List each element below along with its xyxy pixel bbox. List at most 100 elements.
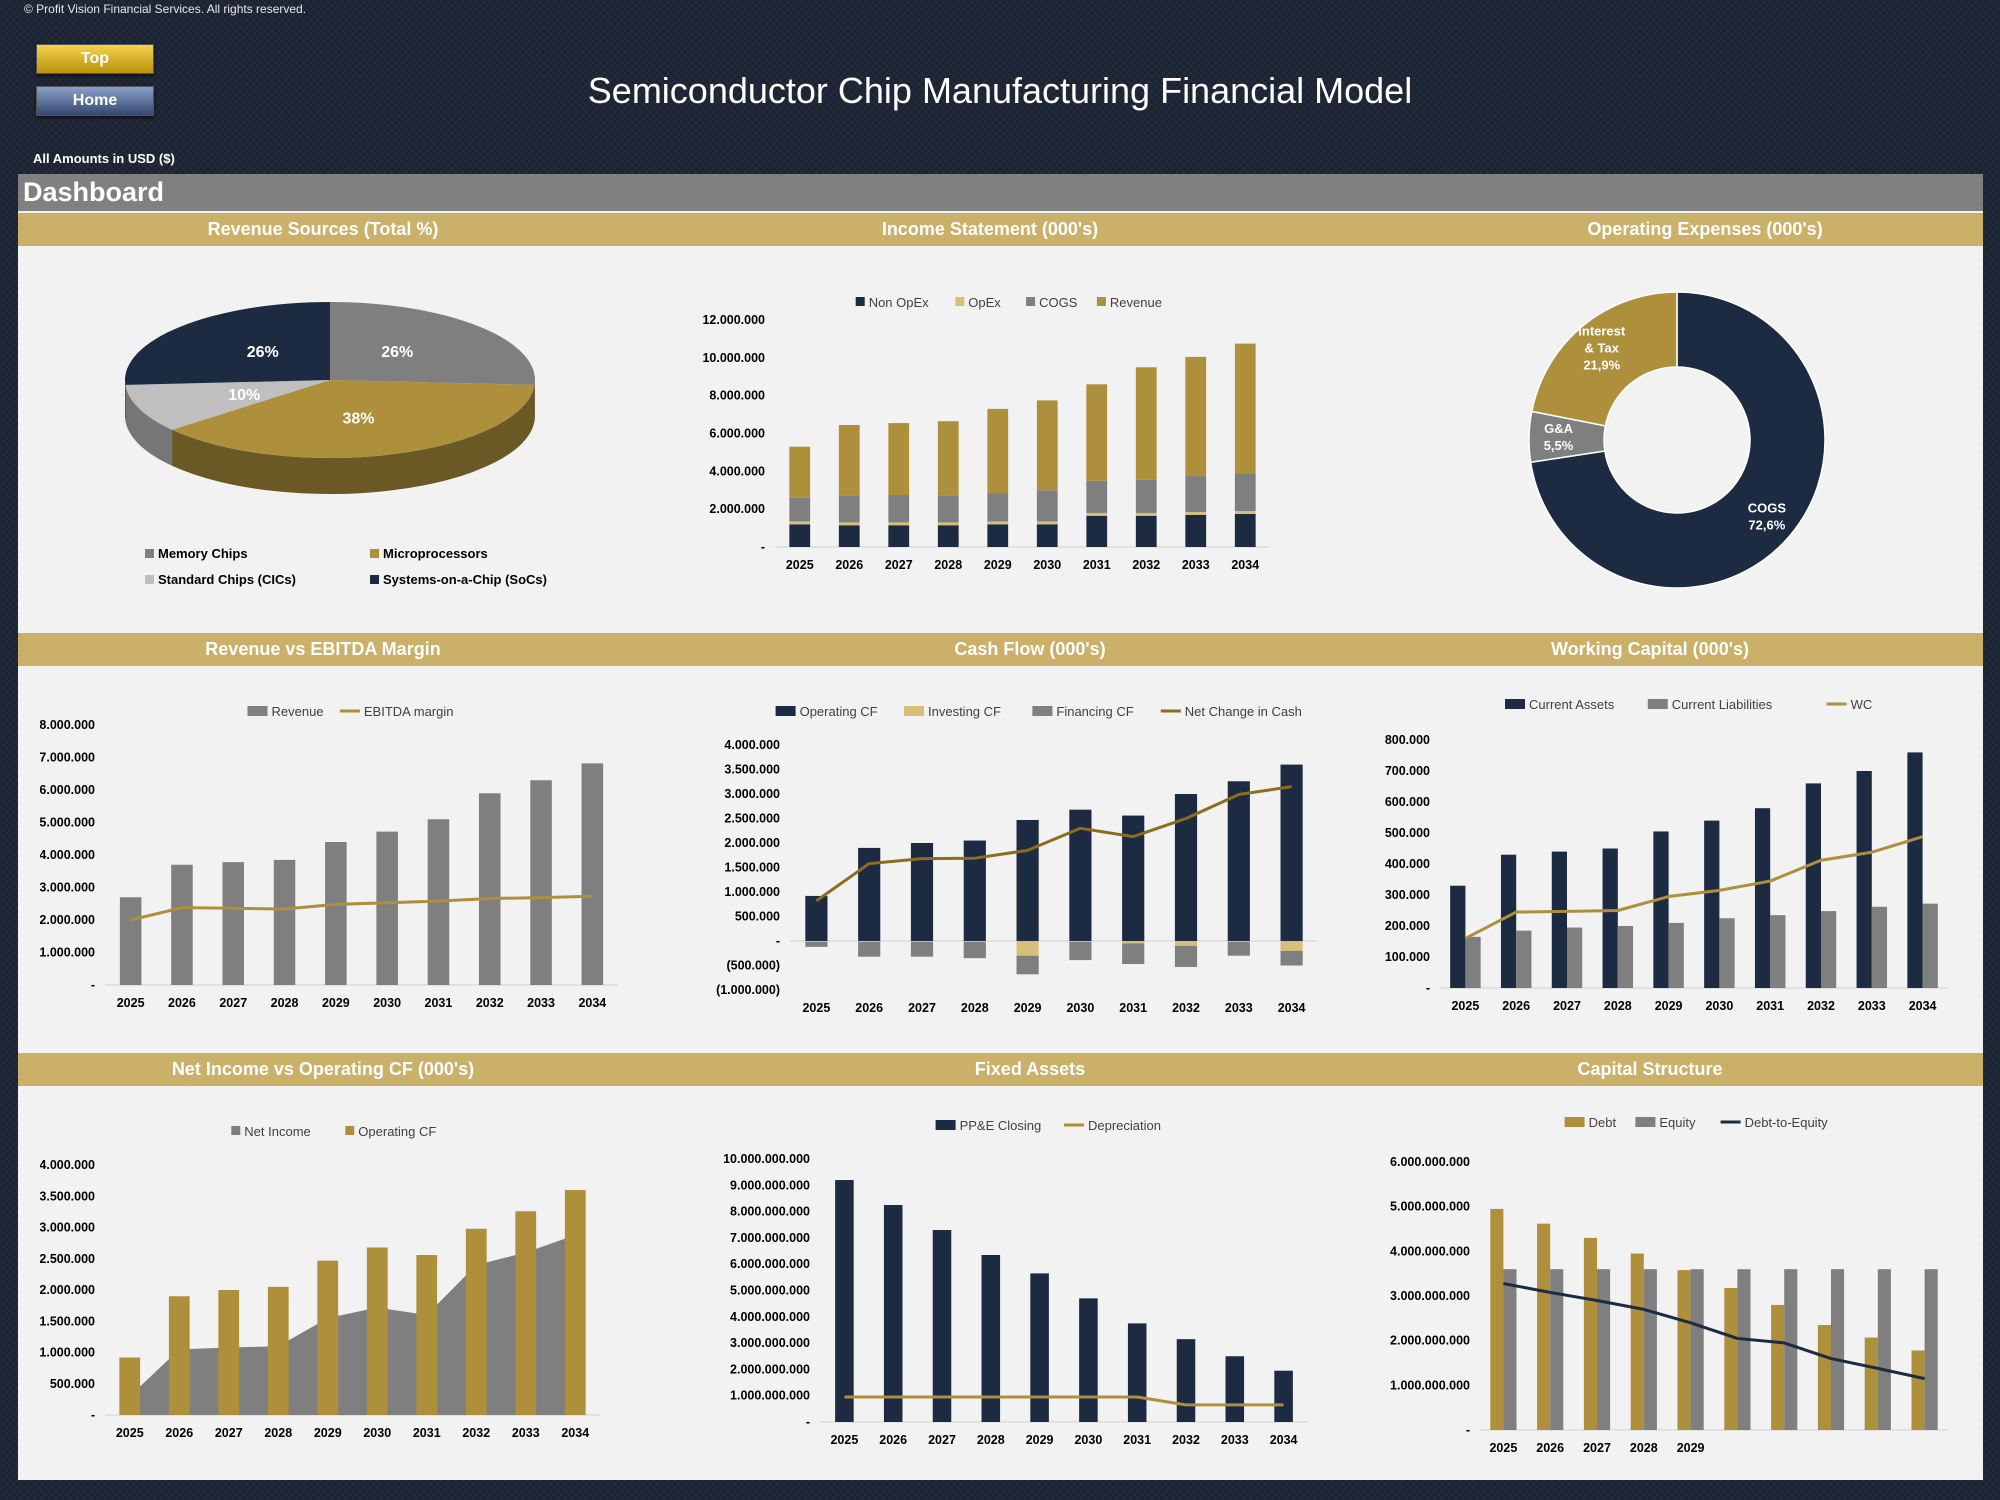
legend-label-cogs: COGS [1039,295,1078,310]
y-tick-label: 7.000.000.000 [730,1231,810,1245]
x-tick-label: 2034 [1270,1433,1298,1447]
x-tick-label: 2027 [219,996,247,1010]
bar-operating-cf [805,895,828,941]
bar-operating-cf [119,1357,141,1415]
bar-non-opex [1086,515,1108,547]
x-tick-label: 2033 [512,1426,540,1440]
bar-pp-e-closing [883,1205,903,1422]
currency-note: All Amounts in USD ($) [33,151,175,166]
chart-title-opex: Operating Expenses (000's) [1587,219,1823,239]
legend-label-operating-cf: Operating CF [800,704,878,719]
bar-debt [1583,1237,1597,1430]
bar-cogs [1135,479,1157,513]
copyright-text: © Profit Vision Financial Services. All … [24,2,307,16]
bar-operating-cf [416,1255,438,1415]
y-tick-label: 2.000.000 [709,502,765,516]
x-tick-label: 2026 [168,996,196,1010]
x-tick-label: 2026 [855,1001,883,1015]
y-tick-label: 500.000 [1385,826,1430,840]
bar-current-assets [1450,885,1466,988]
donut-slice-cogs [1529,291,1826,589]
x-tick-label: 2032 [1807,999,1835,1013]
legend-swatch-systems-on-a-chip-socs [370,575,379,584]
bar-pp-e-closing [932,1230,952,1422]
bar-revenue [1185,356,1207,477]
x-tick-label: 2025 [786,558,814,572]
legend-swatch-operating-cf [775,706,796,716]
x-tick-label: 2031 [1119,1001,1147,1015]
bar-equity [1877,1269,1891,1430]
bar-operating-cf [267,1286,289,1415]
bar-operating-cf [218,1290,240,1415]
legend-label-investing-cf: Investing CF [928,704,1001,719]
y-tick-label: 2.000.000 [40,913,95,927]
x-tick-label: 2029 [1677,1441,1705,1455]
x-tick-label: 2028 [934,558,962,572]
y-tick-label: 6.000.000 [40,783,95,797]
bar-investing-cf [1069,941,1092,942]
x-tick-label: 2025 [116,1426,144,1440]
y-tick-label: 800.000 [1385,733,1430,747]
legend-label-standard-chips-cics: Standard Chips (CICs) [158,572,296,587]
bar-current-assets [1653,831,1669,988]
legend-swatch-opex [955,297,965,306]
pie-slice-systems-on-a-chip-socs [125,302,330,385]
legend-swatch-revenue [1096,297,1106,306]
legend-label-opex: OpEx [968,295,1001,310]
y-tick-label: 600.000 [1385,795,1430,809]
bar-current-assets [1907,752,1923,988]
bar-non-opex [987,524,1009,547]
bar-current-assets [1754,808,1771,988]
y-tick-label: 200.000 [1385,919,1430,933]
donut-data-label: 72,6% [1748,518,1785,533]
bar-revenue [273,859,296,985]
x-tick-label: 2033 [1221,1433,1249,1447]
bar-non-opex [888,525,910,547]
pie-side-standard-chips-cics [125,384,173,466]
x-tick-label: 2027 [885,558,913,572]
y-tick-label: 4.000.000 [40,848,95,862]
row2-title-band [18,633,1983,666]
bar-financing-cf [805,941,828,947]
donut-slice-interest-tax [1530,291,1678,427]
bar-investing-cf [1174,941,1198,946]
bar-revenue [1036,400,1058,491]
x-tick-label: 2028 [271,996,299,1010]
x-tick-label: 2025 [117,996,145,1010]
bar-revenue [376,831,398,985]
bar-revenue [581,763,604,985]
bar-opex [1185,512,1207,515]
top-button[interactable]: Top [36,44,154,74]
donut-category-label: & Tax [1585,340,1620,355]
bar-opex [1135,512,1157,516]
line-ebitda-margin [130,894,593,922]
x-tick-label: 2033 [1182,558,1210,572]
row1-title-band [18,213,1983,246]
bar-debt [1771,1304,1785,1430]
bar-investing-cf [805,941,828,942]
bar-pp-e-closing [835,1180,854,1422]
legend-label-revenue: Revenue [1110,295,1162,310]
bar-revenue [171,864,193,985]
income-statement-chart: Non OpEx OpEx COGS Revenue - 2.000.000 4.000.0… [702,295,1270,572]
legend-label-systems-on-a-chip-socs: Systems-on-a-Chip (SoCs) [383,572,547,587]
line-depreciation [844,1395,1284,1407]
bar-current-liabilities [1668,922,1684,988]
home-button[interactable]: Home [36,86,154,116]
bar-equity [1503,1269,1517,1430]
x-tick-label: 2027 [215,1426,243,1440]
y-tick-label: 3.000.000 [40,1221,95,1235]
legend-swatch-debt [1564,1117,1585,1127]
x-tick-label: 2028 [264,1426,292,1440]
dashboard-header: Dashboard [18,174,1983,211]
y-tick-label: - [91,978,95,992]
x-tick-label: 2026 [1536,1441,1564,1455]
bar-revenue [325,842,347,985]
bar-current-assets [1805,783,1821,988]
bar-pp-e-closing [981,1254,1001,1422]
y-tick-label: 3.000.000.000 [1390,1289,1470,1303]
legend-swatch-cogs [1026,297,1036,306]
x-tick-label: 2028 [961,1001,989,1015]
legend-label-financing-cf: Financing CF [1056,704,1133,719]
bar-revenue [222,862,245,985]
